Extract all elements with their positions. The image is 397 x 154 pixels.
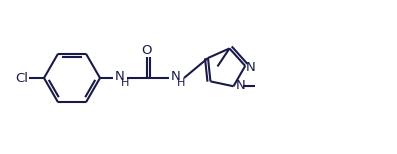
Text: N: N — [171, 71, 181, 83]
Text: Cl: Cl — [15, 71, 28, 85]
Text: H: H — [177, 78, 185, 88]
Text: N: N — [246, 61, 256, 74]
Text: H: H — [121, 78, 129, 88]
Text: N: N — [235, 79, 245, 92]
Text: N: N — [115, 71, 125, 83]
Text: O: O — [142, 43, 152, 57]
